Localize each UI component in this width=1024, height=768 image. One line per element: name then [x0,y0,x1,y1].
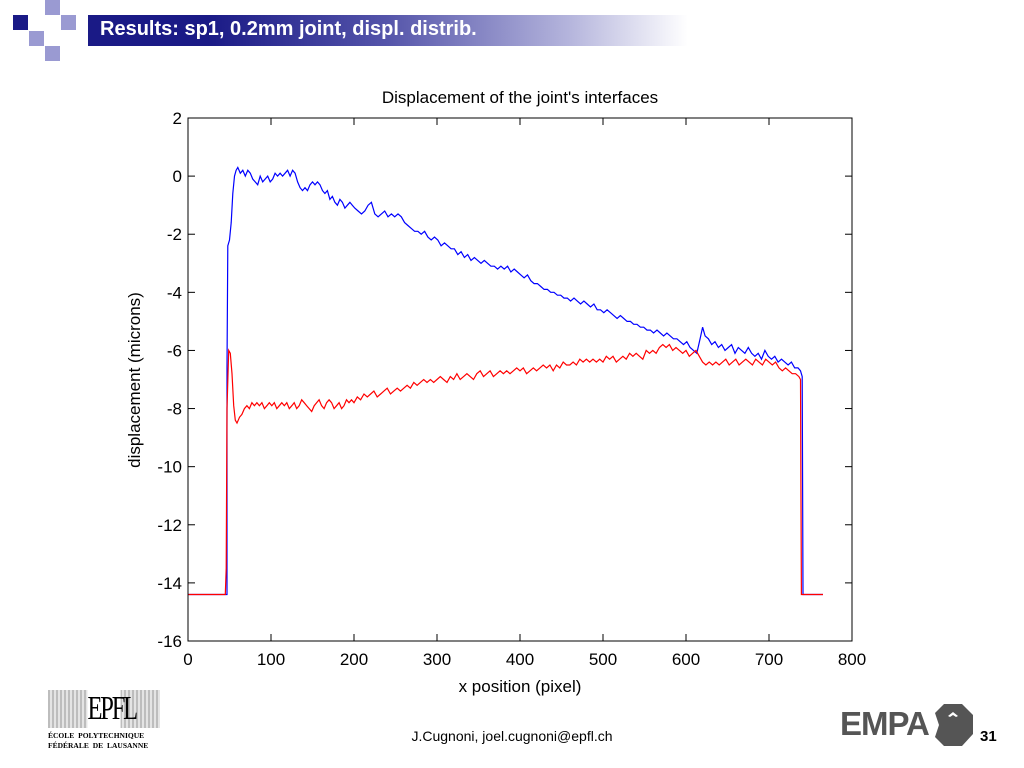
slide-title: Results: sp1, 0.2mm joint, displ. distri… [100,18,477,40]
x-tick-label: 300 [423,650,451,669]
tick-layer: 0 100 200 300 400 500 600 700 800 2 0 -2 -4 -6 -8 -10 -1… [157,109,866,669]
y-tick-label: -6 [167,341,182,360]
footer-author: J.Cugnoni, joel.cugnoni@epfl.ch [411,728,613,744]
decorative-square [45,46,60,61]
y-tick-label: 0 [173,167,182,186]
empa-logo: EMPA [840,702,976,748]
y-tick-label: -8 [167,400,182,419]
x-tick-label: 0 [183,650,192,669]
decorative-square [45,0,60,15]
decorative-square [61,15,76,30]
series-layer [188,166,823,596]
y-tick-label: -12 [157,516,182,535]
chart-title: Displacement of the joint's interfaces [382,88,658,107]
epfl-logo-stripes: EPFL [48,690,160,728]
decorative-square [29,31,44,46]
y-tick-label: -2 [167,225,182,244]
x-tick-label: 700 [755,650,783,669]
x-tick-label: 200 [340,650,368,669]
page-number: 31 [980,728,997,745]
y-tick-label: 2 [173,109,182,128]
series-line-2 [188,343,823,596]
x-axis-label: x position (pixel) [459,677,582,696]
series-line-1 [188,166,823,596]
y-tick-label: -16 [157,632,182,651]
decorative-square [13,15,28,30]
title-bar: Results: sp1, 0.2mm joint, displ. distri… [88,15,688,46]
y-axis-label: displacement (microns) [125,292,144,468]
y-tick-label: -10 [157,458,182,477]
y-tick-label: -14 [157,574,182,593]
x-tick-label: 500 [589,650,617,669]
plot-area [188,118,852,641]
epfl-logo-wordmark: EPFL [87,690,138,728]
epfl-logo-line-1: ÉCOLE POLYTECHNIQUE [48,731,145,740]
x-tick-label: 800 [838,650,866,669]
x-tick-label: 600 [672,650,700,669]
x-tick-label: 400 [506,650,534,669]
y-tick-label: -4 [167,283,182,302]
empa-logo-wordmark: EMPA [840,705,930,742]
chart: Displacement of the joint's interfaces 0… [125,88,866,696]
x-tick-label: 100 [257,650,285,669]
empa-badge-icon [935,704,973,746]
epfl-logo-line-2: FÉDÉRALE DE LAUSANNE [48,741,149,750]
epfl-logo: EPFL ÉCOLE POLYTECHNIQUE FÉDÉRALE DE LAU… [48,690,160,752]
